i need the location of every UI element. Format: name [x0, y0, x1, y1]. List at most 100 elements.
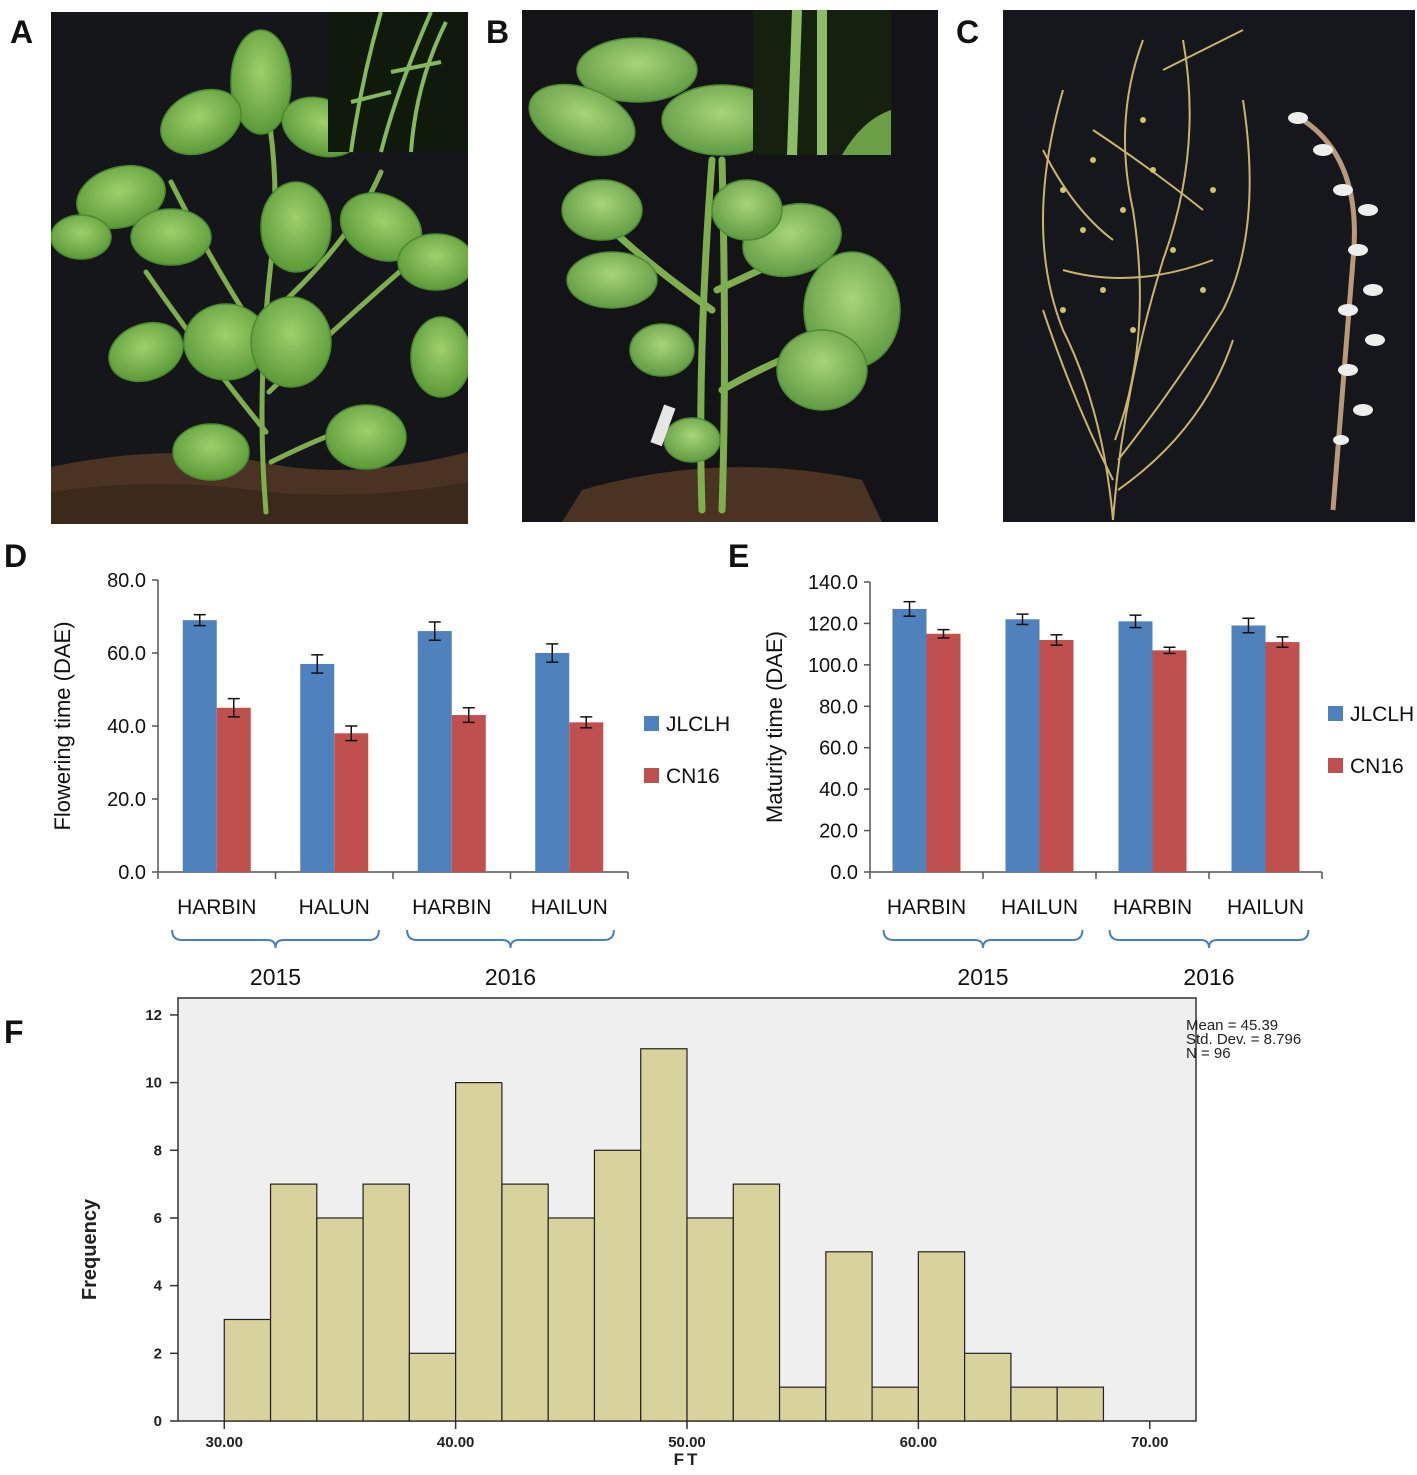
- histogram-bar: [408, 1352, 457, 1422]
- bar-jlclh: [182, 620, 217, 872]
- x-tick-label: 70.00: [1131, 1434, 1169, 1451]
- y-tick-label: 100.0: [808, 655, 858, 677]
- ft-histogram: 0 2 4 6 8 10 12 30.00 40.00 50.00 60.00 70.00 FT Freq…: [79, 997, 1301, 1469]
- flowering-time-chart: 0.0 20.0 40.0 60.0 80.0 Flowering time (DAE) H…: [50, 570, 730, 990]
- plant-photo-b: [522, 10, 938, 522]
- bar-cn16: [1039, 640, 1074, 872]
- histogram-bar: [362, 1183, 410, 1422]
- legend-swatch-cn16: [1328, 758, 1343, 773]
- legend-swatch-jlclh: [1328, 706, 1343, 721]
- bar-cn16: [569, 722, 604, 872]
- y-tick-label: 120.0: [808, 613, 858, 635]
- histogram-bar: [455, 1081, 503, 1422]
- bar-cn16: [1152, 650, 1187, 872]
- histogram-bar: [917, 1251, 966, 1422]
- plant-photo-c: [1003, 10, 1415, 522]
- y-tick-label: 80.0: [107, 570, 146, 592]
- y-axis-title: Flowering time (DAE): [50, 621, 75, 830]
- legend-swatch-cn16: [644, 768, 659, 783]
- panel-label-e: E: [728, 538, 750, 574]
- x-category-label: HAILUN: [1227, 896, 1304, 919]
- histogram-bar: [316, 1217, 364, 1422]
- legend-label-jlclh: JLCLH: [1350, 703, 1414, 726]
- y-tick-label: 0.0: [830, 862, 858, 884]
- bar-jlclh: [300, 663, 335, 872]
- bar-jlclh: [1118, 621, 1153, 872]
- histogram-bar: [871, 1386, 919, 1422]
- x-group-label: 2016: [485, 964, 536, 990]
- x-tick-label: 50.00: [668, 1434, 706, 1451]
- group-bracket: [406, 929, 615, 949]
- x-tick-label: 40.00: [437, 1434, 475, 1451]
- x-group-label: 2015: [957, 964, 1008, 990]
- panel-label-b: B: [486, 14, 510, 50]
- plant-photo-a: [51, 12, 468, 524]
- y-tick-label: 40.0: [819, 779, 858, 801]
- histogram-bar: [640, 1048, 688, 1422]
- y-axis-title: Maturity time (DAE): [762, 631, 787, 823]
- y-tick-label: 0: [154, 1413, 162, 1430]
- legend-label-cn16: CN16: [1350, 755, 1404, 778]
- y-tick-label: 60.0: [819, 738, 858, 760]
- histogram-bar: [1010, 1386, 1058, 1422]
- x-category-label: HAILUN: [1001, 896, 1078, 919]
- bar-cn16: [451, 715, 486, 872]
- x-group-label: 2016: [1183, 964, 1234, 990]
- panel-label-d: D: [4, 538, 28, 574]
- y-axis-title: Frequency: [79, 1198, 101, 1300]
- histogram-bar: [269, 1183, 318, 1422]
- bar-jlclh: [535, 653, 570, 872]
- y-tick-label: 10: [145, 1075, 162, 1092]
- bar-cn16: [216, 707, 251, 872]
- histogram-bar: [825, 1251, 873, 1422]
- x-category-label: HAILUN: [531, 896, 608, 919]
- y-tick-label: 4: [154, 1278, 163, 1295]
- histogram-bar: [501, 1183, 549, 1422]
- bar-cn16: [1265, 642, 1300, 872]
- y-tick-label: 20.0: [819, 821, 858, 843]
- histogram-bar: [1056, 1386, 1105, 1422]
- legend-label-jlclh: JLCLH: [666, 713, 730, 736]
- stats-line: Mean = 45.39: [1186, 1017, 1278, 1034]
- bar-jlclh: [417, 631, 452, 872]
- x-tick-label: 30.00: [205, 1434, 243, 1451]
- bar-jlclh: [1231, 625, 1266, 872]
- x-group-label: 2015: [250, 964, 301, 990]
- bar-cn16: [334, 733, 369, 872]
- bar-jlclh: [892, 608, 927, 872]
- y-tick-label: 80.0: [819, 696, 858, 718]
- bar-jlclh: [1005, 619, 1040, 872]
- y-tick-label: 12: [145, 1007, 162, 1024]
- group-bracket: [882, 929, 1084, 949]
- y-tick-label: 40.0: [107, 716, 146, 738]
- y-tick-label: 2: [154, 1345, 162, 1362]
- y-tick-label: 60.0: [107, 643, 146, 665]
- histogram-bar: [778, 1386, 827, 1422]
- x-category-label: HARBIN: [412, 896, 491, 919]
- x-category-label: HARBIN: [1113, 896, 1192, 919]
- y-tick-label: 140.0: [808, 572, 858, 594]
- y-tick-label: 8: [154, 1142, 162, 1159]
- stats-line: Std. Dev. = 8.796: [1186, 1031, 1301, 1048]
- panel-label-f: F: [4, 1014, 24, 1050]
- stats-line: N = 96: [1186, 1045, 1231, 1062]
- x-category-label: HARBIN: [177, 896, 256, 919]
- group-bracket: [1108, 929, 1310, 949]
- histogram-bar: [732, 1183, 781, 1422]
- legend-label-cn16: CN16: [666, 765, 720, 788]
- maturity-time-chart: 0.0 20.0 40.0 60.0 80.0 100.0 120.0 140.0 Maturi…: [762, 572, 1414, 990]
- legend-swatch-jlclh: [644, 716, 659, 731]
- x-category-label: HALUN: [299, 896, 370, 919]
- histogram-bar: [223, 1318, 272, 1422]
- bar-cn16: [926, 633, 961, 872]
- histogram-bar: [547, 1217, 596, 1422]
- x-axis-title: FT: [674, 1450, 701, 1469]
- x-tick-label: 60.00: [900, 1434, 938, 1451]
- histogram-bar: [593, 1149, 642, 1422]
- y-tick-label: 0.0: [118, 862, 146, 884]
- panel-label-c: C: [956, 14, 980, 50]
- panel-label-a: A: [10, 14, 34, 50]
- y-tick-label: 20.0: [107, 789, 146, 811]
- x-category-label: HARBIN: [887, 896, 966, 919]
- histogram-bar: [964, 1352, 1012, 1422]
